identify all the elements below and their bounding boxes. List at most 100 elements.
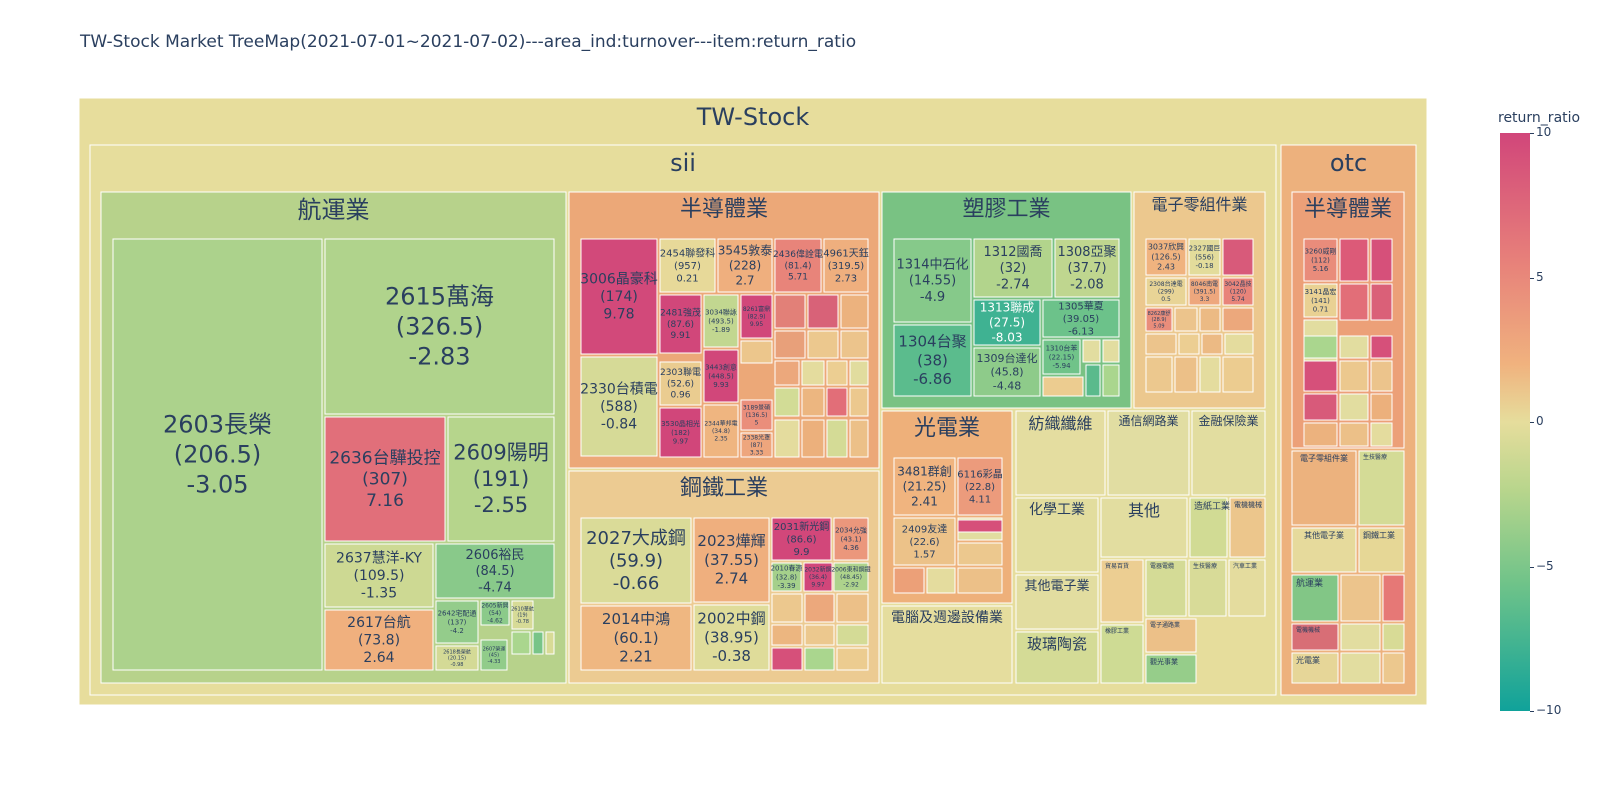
minor-stock-tile-58[interactable] bbox=[1370, 283, 1393, 321]
minor-stock-tile-21[interactable] bbox=[849, 419, 869, 458]
minor-stock-tile-32[interactable] bbox=[1102, 339, 1120, 363]
sector-tile-otc-e58589e99bbbe6a5ad[interactable] bbox=[1291, 652, 1339, 684]
minor-stock-tile-37[interactable] bbox=[1174, 307, 1198, 332]
minor-stock-tile-56[interactable] bbox=[1370, 238, 1393, 282]
stock-sii-1309e58fb0e98194e58c96-tile[interactable] bbox=[973, 347, 1041, 397]
stock-sii-3481e7bea4e589b5-tile[interactable] bbox=[893, 457, 956, 516]
sector-tile-sii-e78ebbe79283e999b6e793b7[interactable] bbox=[1015, 631, 1099, 684]
stock-sii-2006e69db1e5928ce98bbce990b5-tile[interactable] bbox=[833, 562, 869, 592]
minor-stock-tile-18[interactable] bbox=[774, 419, 800, 458]
stock-sii-2607e6a6aee9818b-tile[interactable] bbox=[480, 639, 508, 671]
stock-sii-2032e696b0e98bbc-tile[interactable] bbox=[803, 562, 833, 592]
minor-stock-tile-11[interactable] bbox=[801, 360, 825, 386]
minor-stock-tile-47[interactable] bbox=[1222, 356, 1254, 393]
stock-sii-4961e5a4a9e988ba-tile[interactable] bbox=[823, 238, 869, 293]
minor-stock-tile-15[interactable] bbox=[801, 387, 825, 417]
stock-sii-2454e881afe799bce7a791-tile[interactable] bbox=[659, 238, 716, 293]
stock-sii-1312e59c8be596ac-tile[interactable] bbox=[973, 238, 1053, 298]
minor-stock-tile-25[interactable] bbox=[771, 624, 803, 646]
sector-tile-sii-e7b4a1e7b994e7ba96e7b6ad[interactable] bbox=[1015, 410, 1106, 496]
stock-sii-2618e995b7e6a6aee888aa-tile[interactable] bbox=[435, 645, 479, 671]
sector-tile-sii-e980a0e7b499e5b7a5e6a5ad[interactable] bbox=[1189, 497, 1228, 558]
minor-stock-tile-27[interactable] bbox=[836, 624, 869, 646]
minor-stock-tile-33[interactable] bbox=[1042, 376, 1084, 397]
stock-sii-1313e881afe68890-tile[interactable] bbox=[973, 299, 1041, 346]
minor-stock-tile-0[interactable] bbox=[511, 631, 531, 655]
stock-sii-2023e78781e8bc9d-tile[interactable] bbox=[693, 517, 770, 603]
minor-stock-tile-51[interactable] bbox=[893, 567, 925, 594]
stock-sii-3443e589b5e6848f-tile[interactable] bbox=[703, 349, 739, 403]
minor-stock-tile-71[interactable] bbox=[1382, 574, 1405, 622]
sector-tile-sii-e8a780e58589e4ba8be6a5ad[interactable] bbox=[1145, 654, 1197, 684]
stock-sii-1308e4ba9ee8819a-tile[interactable] bbox=[1054, 238, 1120, 298]
minor-stock-tile-76[interactable] bbox=[1382, 652, 1405, 684]
sector-tile-otc-e98bbce990b5e5b7a5e6a5ad[interactable] bbox=[1358, 527, 1405, 573]
stock-sii-2031e696b0e58589e98bbc-tile[interactable] bbox=[771, 517, 832, 561]
stock-sii-1305e88fafe5a48f-tile[interactable] bbox=[1042, 299, 1120, 338]
minor-stock-tile-2[interactable] bbox=[545, 631, 555, 655]
stock-sii-3034e881afe8a9a0-tile[interactable] bbox=[703, 294, 739, 348]
stock-sii-3189e699afe7a2a9-tile[interactable] bbox=[740, 399, 773, 431]
sector-tile-sii-e585b6e4bb96[interactable] bbox=[1100, 497, 1188, 558]
minor-stock-tile-43[interactable] bbox=[1224, 333, 1254, 355]
sector-tile-sii-e585b6e4bb96e99bbbe5ad90e6a5ad[interactable] bbox=[1015, 574, 1099, 630]
minor-stock-tile-34[interactable] bbox=[1085, 364, 1101, 397]
stock-sii-2303e881afe99bbb-tile[interactable] bbox=[659, 361, 702, 406]
minor-stock-tile-24[interactable] bbox=[836, 593, 869, 623]
minor-stock-tile-30[interactable] bbox=[836, 647, 869, 671]
stock-sii-2617e58fb0e888aa-tile[interactable] bbox=[324, 609, 434, 671]
minor-stock-tile-29[interactable] bbox=[804, 647, 835, 671]
stock-sii-2344e88fafe982a6e99bbb-tile[interactable] bbox=[703, 404, 739, 458]
sector-tile-sii-e99bbbe6a99fe6a99fe6a2b0[interactable] bbox=[1229, 497, 1266, 558]
stock-sii-3006e699b6e8b1aae7a791-tile[interactable] bbox=[580, 238, 658, 355]
sector-tile-sii-e99bbbe599a8e99bbbe7ba9c[interactable] bbox=[1145, 559, 1187, 617]
sector-tile-sii-e9809ae4bfa1e7b6b2e8b7afe6a5ad[interactable] bbox=[1107, 410, 1190, 496]
sector-tile-otc-e888aae9818be6a5ad[interactable] bbox=[1291, 574, 1339, 622]
minor-stock-tile-26[interactable] bbox=[804, 624, 835, 646]
sector-tile-sii-e8b2bfe69893e799bee8b2a8[interactable] bbox=[1100, 559, 1144, 623]
minor-stock-tile-23[interactable] bbox=[804, 593, 835, 623]
stock-sii-8262e5bab7e88892-tile[interactable] bbox=[1145, 307, 1173, 332]
minor-stock-tile-72[interactable] bbox=[1340, 574, 1381, 622]
minor-stock-tile-44[interactable] bbox=[1145, 356, 1173, 393]
sector-tile-sii-e58c96e5adb8e5b7a5e6a5ad[interactable] bbox=[1015, 497, 1099, 573]
stock-sii-2636e58fb0e9a98ae68a95e68ea7-tile[interactable] bbox=[324, 416, 446, 542]
minor-stock-tile-1[interactable] bbox=[532, 631, 544, 655]
minor-stock-tile-45[interactable] bbox=[1174, 356, 1198, 393]
minor-stock-tile-6[interactable] bbox=[840, 294, 869, 329]
minor-stock-tile-53[interactable] bbox=[957, 567, 1003, 594]
minor-stock-tile-74[interactable] bbox=[1382, 623, 1405, 651]
sector-tile-sii-e99bbbe885a6e58f8ae980b1e9828ae8a8ade582[interactable] bbox=[881, 605, 1013, 684]
minor-stock-tile-46[interactable] bbox=[1199, 356, 1221, 393]
minor-stock-tile-7[interactable] bbox=[774, 330, 806, 359]
stock-sii-8046e58d97e99bbb-tile[interactable] bbox=[1188, 277, 1221, 306]
minor-stock-tile-35[interactable] bbox=[1102, 364, 1120, 397]
stock-sii-2609e999bde6988e-tile[interactable] bbox=[447, 416, 555, 542]
minor-stock-tile-40[interactable] bbox=[1145, 333, 1177, 355]
minor-stock-tile-66[interactable] bbox=[1339, 393, 1369, 421]
minor-stock-tile-4[interactable] bbox=[774, 294, 806, 329]
minor-stock-tile-50[interactable] bbox=[957, 542, 1003, 566]
sector-tile-sii-e7949fe68a80e986abe79982[interactable] bbox=[1188, 559, 1227, 617]
minor-stock-tile-42[interactable] bbox=[1201, 333, 1223, 355]
stock-sii-2436e58189e8a9aee99bbb-tile[interactable] bbox=[774, 238, 822, 293]
stock-sii-2034e58581e5bcb7-tile[interactable] bbox=[833, 517, 869, 561]
minor-stock-tile-62[interactable] bbox=[1303, 360, 1338, 392]
minor-stock-tile-38[interactable] bbox=[1199, 307, 1221, 332]
minor-stock-tile-75[interactable] bbox=[1340, 652, 1381, 684]
stock-sii-2002e4b8ade98bbc-tile[interactable] bbox=[693, 604, 770, 671]
stock-sii-3042e699b6e68a80-tile[interactable] bbox=[1222, 277, 1254, 306]
stock-sii-6116e5bda9e699b6-tile[interactable] bbox=[957, 457, 1003, 516]
stock-sii-2610e88fafe888aa-tile[interactable] bbox=[511, 600, 534, 630]
minor-stock-tile-10[interactable] bbox=[774, 360, 800, 386]
minor-stock-tile-28[interactable] bbox=[771, 647, 803, 671]
sector-tile-sii-e99bbbe5ad90e9809ae8b7afe6a5ad[interactable] bbox=[1145, 618, 1197, 653]
minor-stock-tile-69[interactable] bbox=[1339, 422, 1369, 447]
stock-sii-2330e58fb0e7a98de99bbb-tile[interactable] bbox=[580, 356, 658, 457]
minor-stock-tile-39[interactable] bbox=[1222, 307, 1254, 332]
minor-stock-tile-60[interactable] bbox=[1339, 335, 1369, 359]
stock-sii-2603e995b7e6a6ae-tile[interactable] bbox=[112, 238, 323, 671]
minor-stock-tile-16[interactable] bbox=[826, 387, 848, 417]
stock-sii-2606e8a395e6b091-tile[interactable] bbox=[435, 543, 555, 599]
minor-stock-tile-5[interactable] bbox=[807, 294, 839, 329]
